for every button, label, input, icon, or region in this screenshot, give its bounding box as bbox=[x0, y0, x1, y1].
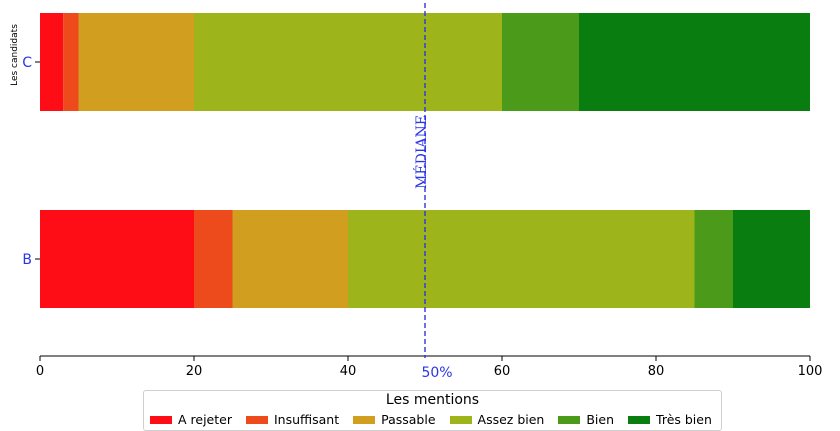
x-tick-label-80: 80 bbox=[648, 364, 665, 379]
bar-segment-B-bien bbox=[694, 210, 733, 308]
bar-segment-C-très-bien bbox=[579, 13, 810, 111]
legend-item-insuffisant: Insuffisant bbox=[245, 412, 340, 427]
legend-swatch bbox=[558, 415, 581, 424]
x-tick-label-100: 100 bbox=[798, 364, 823, 379]
bars-group bbox=[40, 13, 810, 308]
x-tick-label-20: 20 bbox=[186, 364, 203, 379]
legend-item-assez-bien: Assez bien bbox=[449, 412, 545, 427]
bar-segment-B-passable bbox=[232, 210, 348, 308]
bar-segment-C-passable bbox=[78, 13, 194, 111]
legend: Les mentions A rejeter Insuffisant Passabl… bbox=[143, 390, 722, 431]
legend-label: A rejeter bbox=[178, 412, 232, 427]
legend-item-a-rejeter: A rejeter bbox=[150, 412, 232, 427]
bar-segment-C-insuffisant bbox=[63, 13, 79, 111]
legend-swatch bbox=[353, 415, 376, 424]
legend-label: Bien bbox=[586, 412, 615, 427]
legend-item-bien: Bien bbox=[558, 412, 614, 427]
x-tick-label-40: 40 bbox=[340, 364, 357, 379]
legend-item-très-bien: Très bien bbox=[628, 412, 712, 427]
legend-label: Insuffisant bbox=[273, 412, 340, 427]
y-tick-label-C: C bbox=[22, 55, 32, 71]
chart: 0 20 40 60 80 100 BC MÉDIANE 50% Les candidat… bbox=[10, 3, 823, 381]
median-label: MÉDIANE bbox=[412, 115, 430, 189]
legend-swatch bbox=[150, 415, 172, 424]
bar-segment-C-a-rejeter bbox=[40, 13, 64, 111]
legend-title: Les mentions bbox=[385, 392, 480, 408]
y-axis: BC bbox=[22, 55, 40, 268]
legend-items: A rejeter Insuffisant Passable Assez bien Bi… bbox=[150, 412, 726, 427]
bar-segment-B-très-bien bbox=[733, 210, 810, 308]
bar-segment-B-assez-bien bbox=[348, 210, 695, 308]
legend-swatch bbox=[628, 415, 651, 424]
x-tick-label-60: 60 bbox=[494, 364, 511, 379]
legend-swatch bbox=[245, 415, 268, 424]
legend-label: Assez bien bbox=[477, 412, 545, 427]
bar-segment-B-a-rejeter bbox=[40, 210, 194, 308]
legend-item-passable: Passable bbox=[353, 412, 436, 427]
legend-label: Passable bbox=[381, 412, 436, 427]
bar-segment-B-insuffisant bbox=[194, 210, 233, 308]
y-axis-label: Les candidats bbox=[10, 24, 20, 86]
bar-segment-C-bien bbox=[502, 13, 579, 111]
y-tick-label-B: B bbox=[22, 252, 32, 268]
x-tick-label-0: 0 bbox=[36, 364, 44, 379]
legend-swatch bbox=[449, 415, 472, 424]
bar-segment-C-assez-bien bbox=[194, 13, 502, 111]
median-percent-label: 50% bbox=[421, 365, 452, 381]
legend-label: Très bien bbox=[656, 412, 712, 427]
